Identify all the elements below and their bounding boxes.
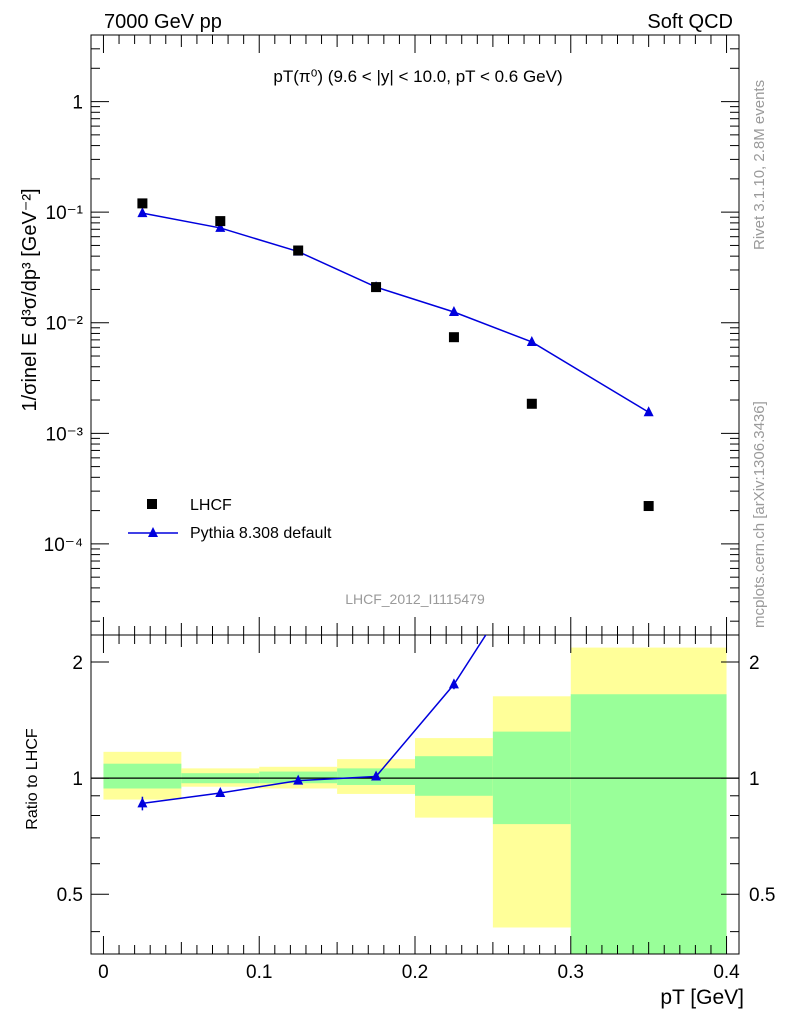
ratio-pythia-point	[371, 770, 382, 781]
ratio-ytick-label: 1	[72, 769, 83, 790]
pythia-line	[142, 212, 650, 413]
main-axis-ticks: 10⁻⁴ 10⁻³ 10⁻² 10⁻¹ 1	[44, 34, 739, 635]
ratio-xtick-label: 0.3	[558, 962, 584, 983]
pythia-point	[643, 406, 654, 417]
ratio-ytick-label: 2	[72, 653, 83, 674]
main-ytick-label: 10⁻⁴	[44, 535, 83, 556]
rivet-label: Rivet 3.1.10, 2.8M events	[751, 80, 768, 250]
ratio-xtick-label: 0.1	[246, 962, 272, 983]
pythia-point	[215, 221, 226, 232]
main-plot-frame	[90, 34, 740, 636]
x-axis-label: pT [GeV]	[660, 986, 744, 1009]
legend-marker-lhcf	[147, 499, 157, 509]
band-green	[415, 756, 493, 796]
legend: LHCF Pythia 8.308 default	[128, 497, 332, 542]
ratio-xtick-label: 0	[98, 962, 109, 983]
lhcf-point	[448, 332, 459, 343]
legend-label-lhcf: LHCF	[190, 497, 232, 514]
lhcf-point	[526, 398, 537, 409]
lhcf-point	[215, 216, 226, 227]
ratio-pythia-point	[137, 797, 148, 808]
main-ytick-label: 1	[72, 93, 83, 114]
pythia-point	[137, 207, 148, 218]
lhcf-point	[137, 198, 148, 209]
ratio-axis-ticks: 0.5 0.5 1 1 2 2 0 0.1 0.2 0.3 0.4	[57, 635, 775, 983]
mcplots-label: mcplots.cern.ch [arXiv:1306.3436]	[751, 401, 768, 628]
ratio-ytick-label: 0.5	[57, 885, 83, 906]
ratio-pythia-point	[215, 787, 226, 798]
ratio-ytick-label-right: 2	[749, 653, 760, 674]
ratio-xtick-label: 0.2	[402, 962, 428, 983]
legend-marker-pythia	[148, 527, 158, 537]
lhcf-point	[643, 501, 654, 512]
header-right: Soft QCD	[647, 11, 733, 33]
pythia-point	[526, 335, 537, 346]
ratio-ylabel: Ratio to LHCF	[24, 728, 41, 830]
ratio-ytick-label-right: 0.5	[749, 885, 775, 906]
ratio-ytick-label-right: 1	[749, 769, 760, 790]
band-green	[103, 763, 182, 789]
ratio-pythia-point	[293, 774, 304, 785]
pythia-point	[448, 306, 459, 317]
main-ytick-label: 10⁻²	[46, 314, 84, 335]
plot-title: pT(π⁰) (9.6 < |y| < 10.0, pT < 0.6 GeV)	[273, 67, 562, 86]
ratio-pythia-point	[448, 678, 459, 689]
legend-label-pythia: Pythia 8.308 default	[190, 525, 332, 542]
main-ylabel: 1/σinel E d³σ/dp³ [GeV⁻²]	[19, 188, 41, 411]
main-ytick-label: 10⁻³	[46, 424, 84, 445]
watermark: LHCF_2012_I1115479	[345, 591, 485, 607]
main-data	[137, 198, 654, 512]
main-ytick-label: 10⁻¹	[46, 203, 84, 224]
lhcf-point	[371, 282, 382, 293]
uncertainty-bands	[91, 647, 739, 954]
ratio-data	[137, 635, 487, 811]
ratio-pythia-line	[142, 635, 487, 805]
lhcf-point	[293, 245, 304, 256]
header-left: 7000 GeV pp	[104, 11, 222, 33]
band-green	[570, 694, 727, 954]
ratio-xtick-label: 0.4	[713, 962, 740, 983]
